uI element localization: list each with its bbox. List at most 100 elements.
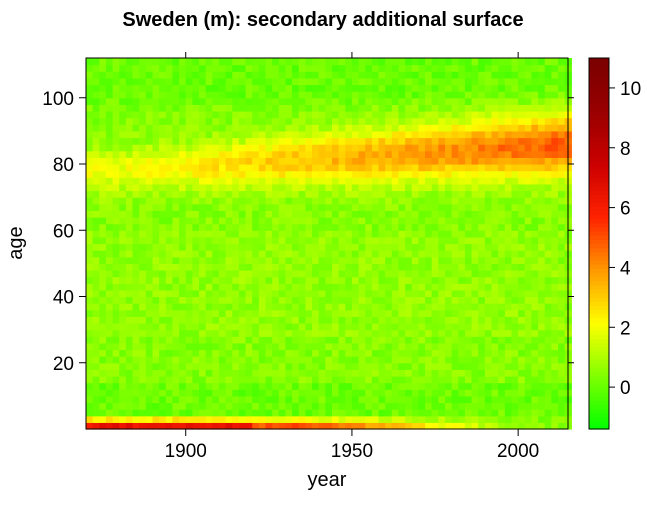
heatmap-cell <box>132 323 140 331</box>
heatmap-cell <box>338 130 346 139</box>
heatmap-cell <box>172 104 180 112</box>
heatmap-cell <box>245 137 253 145</box>
heatmap-cell <box>491 296 499 304</box>
heatmap-cell <box>524 263 533 271</box>
heatmap-cell <box>371 236 380 245</box>
heatmap-cell <box>312 58 320 66</box>
heatmap-cell <box>139 170 147 178</box>
heatmap-cell <box>132 376 140 384</box>
heatmap-cell <box>278 217 287 225</box>
heatmap-cell <box>185 409 193 417</box>
heatmap-cell <box>298 316 306 324</box>
heatmap-cell <box>252 170 260 178</box>
heatmap-cell <box>119 190 127 198</box>
heatmap-cell <box>431 183 439 192</box>
heatmap-cell <box>538 402 546 410</box>
heatmap-cell <box>551 270 559 278</box>
heatmap-cell <box>325 303 333 311</box>
heatmap-cell <box>365 263 373 271</box>
heatmap-cell <box>511 104 519 112</box>
heatmap-cell <box>331 316 340 324</box>
heatmap-cell <box>451 316 459 324</box>
heatmap-cell <box>351 296 360 304</box>
heatmap-cell <box>491 124 499 132</box>
heatmap-cell <box>159 303 167 311</box>
heatmap-cell <box>418 177 426 185</box>
heatmap-cell <box>292 415 300 423</box>
heatmap-cell <box>538 71 546 79</box>
heatmap-cell <box>212 130 220 139</box>
heatmap-cell <box>511 144 519 152</box>
colorbar-swatch <box>589 156 609 162</box>
heatmap-cell <box>531 117 539 125</box>
heatmap-cell <box>331 177 340 185</box>
heatmap-cell <box>405 402 413 410</box>
heatmap-cell <box>179 309 187 317</box>
colorbar-swatch <box>589 222 609 228</box>
heatmap-cell <box>418 395 426 404</box>
heatmap-cell <box>99 197 107 205</box>
heatmap-cell <box>199 97 207 105</box>
heatmap-cell <box>504 422 513 430</box>
heatmap-cell <box>272 197 280 205</box>
heatmap-cell <box>338 84 346 92</box>
heatmap-cell <box>205 210 213 218</box>
heatmap-cell <box>245 124 253 132</box>
heatmap-cell <box>524 64 533 72</box>
heatmap-cell <box>398 71 406 79</box>
colorbar-swatch <box>589 325 609 331</box>
heatmap-cell <box>504 77 513 86</box>
heatmap-cell <box>531 71 539 79</box>
heatmap-cell <box>498 316 506 324</box>
heatmap-cell <box>298 137 306 145</box>
heatmap-cell <box>278 117 287 125</box>
heatmap-cell <box>298 283 306 291</box>
heatmap-cell <box>125 342 134 351</box>
heatmap-cell <box>159 58 167 66</box>
heatmap-cell <box>551 177 559 185</box>
heatmap-cell <box>338 117 346 125</box>
heatmap-cell <box>298 190 306 198</box>
heatmap-cell <box>365 183 373 192</box>
heatmap-cell <box>225 144 233 152</box>
heatmap-cell <box>238 164 247 172</box>
heatmap-cell <box>451 395 459 404</box>
heatmap-cell <box>272 376 280 384</box>
heatmap-cell <box>278 309 287 317</box>
heatmap-cell <box>305 270 313 278</box>
heatmap-cell <box>445 382 453 390</box>
heatmap-cell <box>445 263 453 271</box>
heatmap-cell <box>351 270 360 278</box>
heatmap-cell <box>431 256 439 264</box>
heatmap-cell <box>192 342 200 351</box>
heatmap-cell <box>278 276 287 284</box>
heatmap-surface <box>86 58 572 430</box>
heatmap-cell <box>232 283 240 291</box>
heatmap-cell <box>238 323 247 331</box>
heatmap-cell <box>292 323 300 331</box>
heatmap-cell <box>165 144 174 152</box>
heatmap-cell <box>192 58 200 66</box>
heatmap-cell <box>92 58 100 66</box>
heatmap-cell <box>518 71 526 79</box>
heatmap-cell <box>351 111 360 119</box>
heatmap-cell <box>524 303 533 311</box>
heatmap-cell <box>358 270 366 278</box>
heatmap-cell <box>544 164 552 172</box>
heatmap-cell <box>351 223 360 231</box>
heatmap-cell <box>345 117 353 125</box>
heatmap-cell <box>518 97 526 105</box>
heatmap-cell <box>471 124 479 132</box>
heatmap-cell <box>285 283 293 291</box>
heatmap-cell <box>531 124 539 132</box>
heatmap-cell <box>458 150 466 158</box>
heatmap-cell <box>531 376 539 384</box>
heatmap-cell <box>292 309 300 317</box>
heatmap-cell <box>371 111 380 119</box>
heatmap-cell <box>351 64 360 72</box>
heatmap-cell <box>125 124 134 132</box>
heatmap-cell <box>391 104 400 112</box>
heatmap-cell <box>511 130 519 139</box>
heatmap-cell <box>358 356 366 364</box>
heatmap-cell <box>218 342 227 351</box>
